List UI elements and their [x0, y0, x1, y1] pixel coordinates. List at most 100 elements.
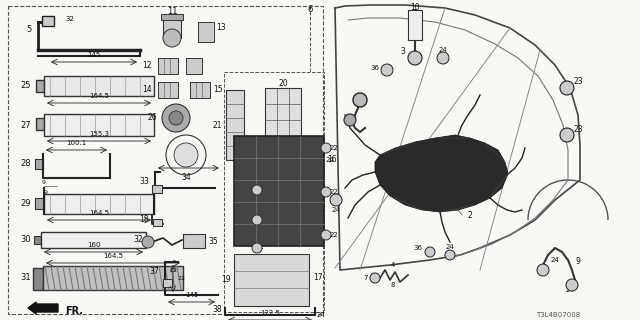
Text: 36: 36 — [413, 245, 422, 251]
Text: 6: 6 — [307, 5, 313, 14]
Circle shape — [344, 114, 356, 126]
Bar — [43, 266, 183, 290]
Bar — [8, 6, 323, 314]
Bar — [186, 58, 202, 74]
Bar — [161, 14, 183, 20]
Text: 167: 167 — [182, 158, 195, 164]
Bar — [234, 254, 309, 306]
Text: 164.5: 164.5 — [103, 253, 123, 259]
Circle shape — [330, 194, 342, 206]
Text: 20: 20 — [278, 79, 288, 89]
Text: 8: 8 — [391, 282, 396, 288]
Circle shape — [169, 111, 183, 125]
Text: 22: 22 — [330, 145, 339, 151]
Text: 35: 35 — [208, 237, 218, 246]
Text: 13: 13 — [216, 23, 226, 33]
Text: 30: 30 — [20, 236, 31, 244]
Text: 24: 24 — [325, 157, 334, 163]
Circle shape — [353, 93, 367, 107]
Bar — [36, 80, 44, 92]
Text: T3L4B07008: T3L4B07008 — [536, 312, 580, 318]
Bar — [33, 268, 43, 290]
Circle shape — [252, 215, 262, 225]
Text: 7: 7 — [364, 275, 368, 281]
Text: 24: 24 — [550, 257, 559, 263]
Text: 24: 24 — [445, 244, 454, 250]
Bar — [224, 72, 324, 312]
Text: 145: 145 — [185, 292, 198, 298]
Text: 1: 1 — [445, 188, 451, 196]
Text: 23: 23 — [573, 124, 583, 133]
Text: 2: 2 — [468, 211, 472, 220]
Circle shape — [321, 230, 331, 240]
Text: 32: 32 — [133, 236, 143, 244]
Text: 9: 9 — [575, 258, 580, 267]
Bar — [34, 236, 41, 244]
Polygon shape — [375, 135, 508, 212]
Bar — [42, 16, 54, 26]
Text: 28: 28 — [20, 159, 31, 169]
Bar — [158, 58, 178, 74]
Bar — [234, 136, 324, 246]
Circle shape — [408, 51, 422, 65]
Bar — [153, 219, 162, 226]
Bar — [158, 82, 178, 98]
Bar — [35, 198, 44, 209]
Text: FR.: FR. — [65, 306, 83, 316]
Bar — [265, 88, 301, 136]
Text: 24: 24 — [566, 287, 574, 293]
Text: 12: 12 — [143, 61, 152, 70]
Text: 160: 160 — [87, 242, 100, 248]
Circle shape — [381, 64, 393, 76]
Circle shape — [252, 243, 262, 253]
Circle shape — [142, 236, 154, 248]
Text: 164.5: 164.5 — [89, 210, 109, 216]
Text: 10: 10 — [410, 3, 420, 12]
Text: 145: 145 — [88, 52, 100, 58]
Text: 4: 4 — [391, 262, 395, 268]
Text: 24: 24 — [438, 47, 447, 53]
Text: 11: 11 — [167, 6, 177, 15]
Text: 16: 16 — [327, 156, 337, 164]
Bar — [190, 82, 210, 98]
Circle shape — [537, 264, 549, 276]
Text: 27: 27 — [20, 121, 31, 130]
Bar — [41, 232, 146, 248]
Bar — [198, 22, 214, 42]
Text: 14: 14 — [142, 85, 152, 94]
Bar — [36, 118, 44, 130]
Bar — [152, 185, 162, 193]
Circle shape — [370, 273, 380, 283]
Bar — [44, 114, 154, 136]
Text: 22: 22 — [330, 189, 339, 195]
Circle shape — [174, 143, 198, 167]
Text: 9: 9 — [44, 189, 48, 195]
Text: 37: 37 — [149, 268, 159, 276]
Text: 26: 26 — [147, 114, 157, 123]
Text: 155.3: 155.3 — [89, 131, 109, 137]
Text: 21: 21 — [212, 121, 222, 130]
Circle shape — [566, 279, 578, 291]
Bar — [226, 90, 244, 160]
Circle shape — [425, 247, 435, 257]
Text: 38: 38 — [212, 306, 222, 315]
Text: 15: 15 — [213, 85, 223, 94]
Text: 5: 5 — [27, 26, 32, 35]
Text: 24: 24 — [317, 312, 326, 318]
Text: 22: 22 — [330, 232, 339, 238]
Bar — [163, 16, 181, 38]
Text: 25: 25 — [20, 82, 31, 91]
Bar — [44, 76, 154, 96]
Circle shape — [163, 29, 181, 47]
Circle shape — [321, 187, 331, 197]
Circle shape — [560, 81, 574, 95]
Bar — [35, 159, 43, 169]
Text: 122.5: 122.5 — [260, 310, 280, 316]
Text: 3: 3 — [401, 47, 405, 57]
Bar — [183, 234, 205, 248]
Text: 34: 34 — [181, 173, 191, 182]
Text: 24: 24 — [332, 207, 340, 213]
Circle shape — [560, 128, 574, 142]
Text: 29: 29 — [20, 199, 31, 209]
Text: 22: 22 — [178, 276, 186, 281]
